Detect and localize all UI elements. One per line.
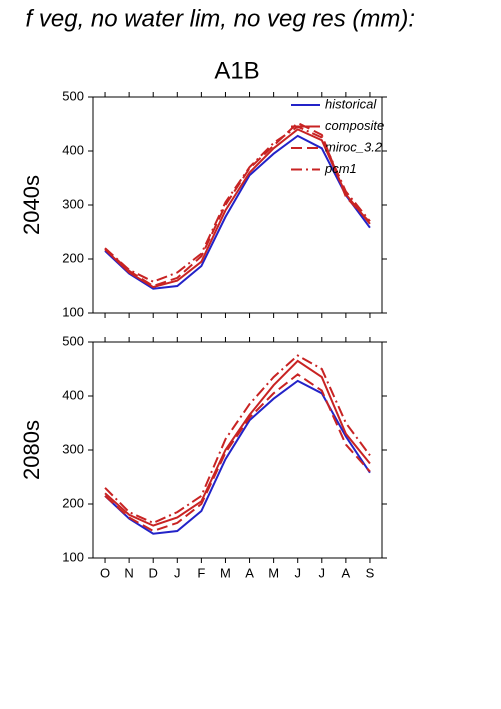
legend-label: historical (325, 96, 377, 111)
x-tick-label: J (294, 565, 301, 580)
y-tick-label: 500 (62, 333, 84, 348)
y-axis-label: 2040s (19, 175, 44, 235)
series-line (104, 359, 371, 527)
series-line (104, 125, 371, 283)
x-tick-label: J (319, 565, 326, 580)
x-tick-label: J (174, 565, 181, 580)
page-title: f veg, no water lim, no veg res (mm): (26, 5, 415, 32)
x-tick-label: N (124, 565, 133, 580)
x-tick-label: O (100, 565, 110, 580)
x-tick-label: M (220, 565, 231, 580)
series-line (104, 373, 371, 533)
series-line (104, 134, 371, 290)
y-tick-label: 500 (62, 88, 84, 103)
plot-frame (92, 341, 383, 559)
x-tick-label: F (197, 565, 205, 580)
legend-label: pcm1 (324, 161, 357, 176)
legend-label: composite (325, 118, 384, 133)
x-tick-label: A (342, 565, 351, 580)
x-tick-label: M (268, 565, 279, 580)
x-tick-label: S (366, 565, 375, 580)
y-tick-label: 200 (62, 250, 84, 265)
y-axis-label: 2080s (19, 420, 44, 480)
y-tick-label: 300 (62, 196, 84, 211)
x-tick-label: A (245, 565, 254, 580)
y-tick-label: 100 (62, 549, 84, 564)
y-tick-label: 400 (62, 387, 84, 402)
panel-title: A1B (214, 57, 259, 84)
series-line (104, 354, 371, 524)
y-tick-label: 300 (62, 441, 84, 456)
y-tick-label: 100 (62, 304, 84, 319)
y-tick-label: 400 (62, 142, 84, 157)
series-line (104, 379, 371, 535)
x-tick-label: D (149, 565, 158, 580)
y-tick-label: 200 (62, 495, 84, 510)
series-line (104, 121, 371, 288)
legend-label: miroc_3.2 (325, 139, 383, 154)
